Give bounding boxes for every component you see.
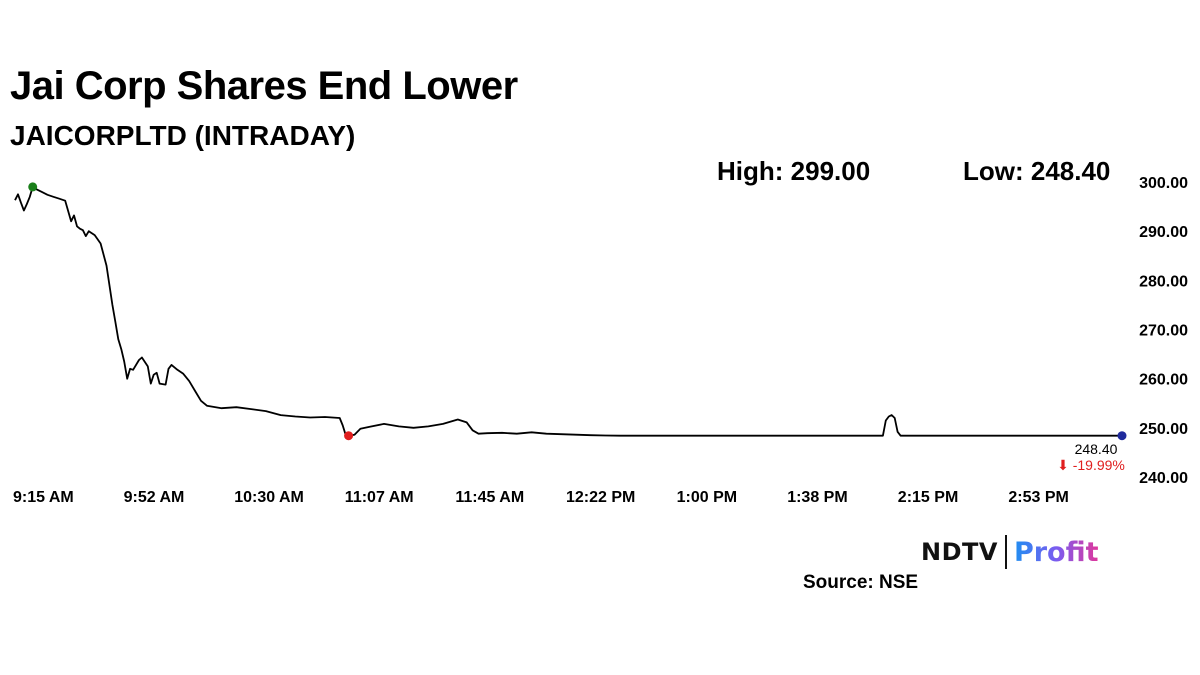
source-note: Source: NSE — [803, 572, 919, 593]
ndtv-profit-logo: NDTV Profit — [921, 532, 1099, 572]
chart-title: Jai Corp Shares End Lower — [10, 64, 518, 108]
y-tick-label: 250.00 — [1139, 421, 1188, 438]
y-tick-label: 240.00 — [1139, 470, 1188, 487]
profit-logo-text: Profit — [1013, 536, 1099, 568]
x-tick-label: 2:15 PM — [898, 489, 958, 506]
low-point-marker — [344, 431, 354, 441]
price-series-line — [14, 186, 1122, 437]
last-price-label: 248.40 — [1075, 441, 1118, 457]
logo-divider — [1004, 535, 1007, 569]
x-tick-label: 9:15 AM — [13, 489, 74, 506]
y-tick-label: 270.00 — [1139, 323, 1188, 340]
chart-subtitle: JAICORPLTD (INTRADAY) — [10, 120, 356, 151]
last-price-marker — [1117, 431, 1127, 441]
y-tick-label: 260.00 — [1139, 372, 1188, 389]
high-point-marker — [28, 182, 38, 192]
high-price-label: High: 299.00 — [717, 156, 871, 186]
low-price-label: Low: 248.40 — [963, 156, 1111, 186]
x-tick-label: 11:07 AM — [345, 489, 414, 506]
x-tick-label: 10:30 AM — [234, 489, 304, 506]
x-axis: 9:15 AM 9:52 AM 10:30 AM 11:07 AM 11:45 AM 12… — [13, 489, 1069, 506]
y-tick-label: 300.00 — [1139, 175, 1188, 192]
x-tick-label: 11:45 AM — [455, 489, 524, 506]
y-tick-label: 280.00 — [1139, 273, 1188, 290]
x-tick-label: 9:52 AM — [124, 489, 185, 506]
change-percent-label: ⬇ -19.99% — [1057, 457, 1125, 473]
ndtv-logo-text: NDTV — [921, 538, 998, 566]
y-tick-label: 290.00 — [1139, 224, 1188, 241]
y-axis: 240.00 250.00 260.00 270.00 280.00 290.00 300.… — [1139, 175, 1188, 487]
x-tick-label: 12:22 PM — [566, 489, 635, 506]
x-tick-label: 1:38 PM — [787, 489, 847, 506]
x-tick-label: 1:00 PM — [677, 489, 737, 506]
x-tick-label: 2:53 PM — [1008, 489, 1068, 506]
